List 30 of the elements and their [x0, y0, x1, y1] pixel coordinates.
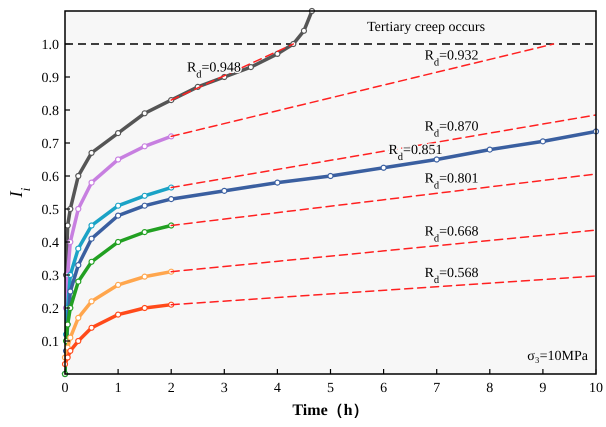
- y-tick-label: 0.7: [42, 137, 59, 152]
- x-tick-label: 10: [589, 381, 603, 396]
- x-tick-label: 7: [433, 381, 440, 396]
- y-tick-label: 0.8: [42, 104, 59, 119]
- y-tick-label: 1.0: [42, 38, 59, 53]
- x-axis-title: Time（h）: [292, 402, 369, 419]
- x-tick-label: 2: [168, 381, 175, 396]
- y-tick-label: 0.6: [42, 170, 59, 185]
- y-tick-label: 0.9: [42, 71, 59, 86]
- series-label: R$_{d}$=0.801: [424, 172, 479, 192]
- y-tick-label: 0.3: [42, 269, 59, 284]
- x-tick-label: 9: [539, 381, 546, 396]
- series-label: R$_{d}$=0.870: [424, 120, 479, 140]
- y-tick-label: 0.5: [42, 203, 59, 218]
- series-label: R$_{d}$=0.568: [424, 266, 479, 286]
- x-tick-label: 4: [274, 381, 281, 396]
- series-label: R$_{d}$=0.932: [424, 48, 479, 68]
- series-label: R$_{d}$=0.948: [186, 60, 241, 80]
- y-tick-label: 0.1: [42, 335, 59, 350]
- y-tick-label: 0.2: [42, 302, 59, 317]
- annotation: Tertiary creep occurs: [367, 20, 486, 35]
- y-tick-label: 0.4: [42, 236, 59, 251]
- x-tick-label: 1: [114, 381, 122, 396]
- x-tick-label: 3: [220, 381, 228, 396]
- series-label: R$_{d}$=0.668: [424, 224, 479, 244]
- x-tick-label: 0: [62, 381, 68, 396]
- x-tick-label: 8: [486, 381, 494, 396]
- x-tick-label: 6: [380, 381, 388, 396]
- annotation: σ₃=10MPa: [527, 349, 589, 364]
- x-tick-label: 5: [327, 381, 334, 396]
